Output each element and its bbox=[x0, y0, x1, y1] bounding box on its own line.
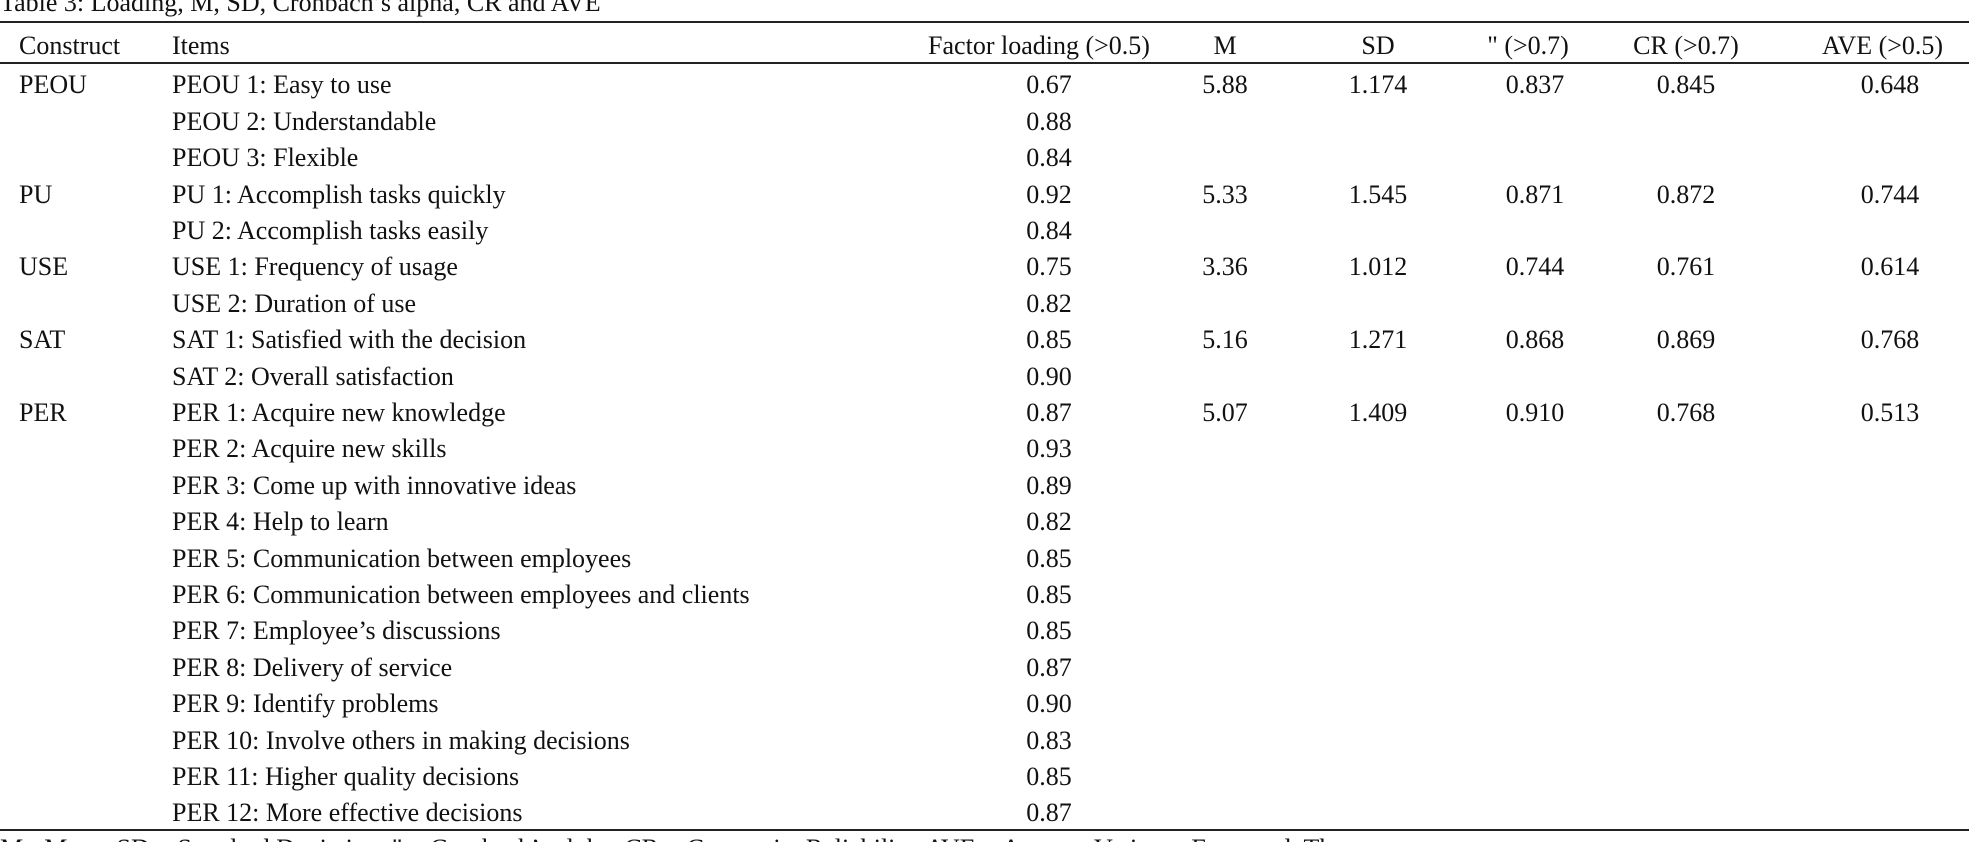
cell-item: PER 5: Communication between employees bbox=[172, 543, 632, 573]
cell-factor-loading: 0.84 bbox=[1026, 216, 1072, 245]
cell-mean: 5.33 bbox=[1202, 179, 1248, 209]
cell-item: PER 12: More effective decisions bbox=[172, 798, 523, 828]
cell-sd: 1.271 bbox=[1348, 325, 1408, 355]
cell-sd: 1.409 bbox=[1348, 398, 1408, 427]
cell-construct: PER bbox=[19, 398, 67, 427]
cell-ave: 0.614 bbox=[1860, 252, 1920, 282]
cell-alpha: 0.871 bbox=[1505, 179, 1565, 209]
header-mean: M bbox=[1213, 31, 1237, 60]
cell-item: USE 1: Frequency of usage bbox=[172, 252, 458, 282]
cell-factor-loading: 0.85 bbox=[1026, 762, 1072, 791]
cell-factor-loading: 0.90 bbox=[1026, 361, 1072, 391]
cell-item: PER 9: Identify problems bbox=[172, 689, 439, 719]
header-rule bbox=[0, 62, 1969, 64]
cell-factor-loading: 0.90 bbox=[1026, 689, 1072, 719]
cell-item: USE 2: Duration of use bbox=[172, 288, 417, 318]
cell-factor-loading: 0.85 bbox=[1026, 325, 1072, 355]
cell-cr: 0.768 bbox=[1656, 398, 1716, 427]
table-title: Table 3: Loading, M, SD, Cronbach’s alph… bbox=[0, 0, 601, 17]
cell-factor-loading: 0.85 bbox=[1026, 580, 1072, 609]
cell-sd: 1.174 bbox=[1348, 70, 1408, 100]
cell-mean: 5.07 bbox=[1202, 398, 1248, 427]
cell-factor-loading: 0.67 bbox=[1026, 70, 1072, 100]
cell-item: PER 6: Communication between employees a… bbox=[172, 580, 750, 609]
cell-mean: 5.88 bbox=[1202, 70, 1248, 100]
cell-construct: USE bbox=[19, 252, 69, 282]
cell-item: SAT 2: Overall satisfaction bbox=[172, 361, 454, 391]
cell-factor-loading: 0.75 bbox=[1026, 252, 1072, 282]
cell-alpha: 0.744 bbox=[1505, 252, 1565, 282]
cell-cr: 0.761 bbox=[1656, 252, 1716, 282]
header-ave: AVE (>0.5) bbox=[1822, 31, 1944, 60]
cell-cr: 0.872 bbox=[1656, 179, 1716, 209]
cell-factor-loading: 0.82 bbox=[1026, 507, 1072, 537]
cell-alpha: 0.837 bbox=[1505, 70, 1565, 100]
cell-item: PEOU 1: Easy to use bbox=[172, 70, 392, 100]
cell-alpha: 0.868 bbox=[1505, 325, 1565, 355]
cell-item: PER 8: Delivery of service bbox=[172, 652, 453, 682]
cell-factor-loading: 0.89 bbox=[1026, 470, 1072, 500]
cell-factor-loading: 0.85 bbox=[1026, 543, 1072, 573]
header-cr: CR (>0.7) bbox=[1633, 31, 1739, 60]
cell-factor-loading: 0.93 bbox=[1026, 434, 1072, 464]
cell-alpha: 0.910 bbox=[1505, 398, 1565, 427]
cell-item: PER 7: Employee’s discussions bbox=[172, 616, 501, 646]
cell-item: PER 11: Higher quality decisions bbox=[172, 762, 520, 791]
cell-item: PEOU 3: Flexible bbox=[172, 143, 359, 173]
header-sd: SD bbox=[1361, 31, 1395, 60]
cell-factor-loading: 0.84 bbox=[1026, 143, 1072, 173]
cell-cr: 0.869 bbox=[1656, 325, 1716, 355]
cell-ave: 0.513 bbox=[1860, 398, 1920, 427]
cell-item: PER 4: Help to learn bbox=[172, 507, 389, 537]
cell-factor-loading: 0.87 bbox=[1026, 652, 1072, 682]
header-construct: Construct bbox=[19, 31, 121, 60]
cell-item: SAT 1: Satisfied with the decision bbox=[172, 325, 527, 355]
cell-factor-loading: 0.83 bbox=[1026, 725, 1072, 755]
cell-sd: 1.545 bbox=[1348, 179, 1408, 209]
cell-factor-loading: 0.85 bbox=[1026, 616, 1072, 646]
cell-item: PU 1: Accomplish tasks quickly bbox=[172, 179, 506, 209]
cell-mean: 5.16 bbox=[1202, 325, 1248, 355]
cell-sd: 1.012 bbox=[1348, 252, 1408, 282]
cell-factor-loading: 0.88 bbox=[1026, 106, 1072, 136]
cell-construct: PEOU bbox=[19, 70, 87, 100]
header-factor-loading: Factor loading (>0.5) bbox=[928, 31, 1150, 60]
cell-mean: 3.36 bbox=[1202, 252, 1248, 282]
cell-item: PER 10: Involve others in making decisio… bbox=[172, 725, 630, 755]
cell-cr: 0.845 bbox=[1656, 70, 1716, 100]
cell-factor-loading: 0.82 bbox=[1026, 288, 1072, 318]
bottom-rule bbox=[0, 829, 1969, 831]
cell-item: PER 3: Come up with innovative ideas bbox=[172, 470, 577, 500]
cell-item: PER 1: Acquire new knowledge bbox=[172, 398, 506, 427]
cell-factor-loading: 0.87 bbox=[1026, 798, 1072, 828]
cell-ave: 0.744 bbox=[1860, 179, 1920, 209]
cell-ave: 0.768 bbox=[1860, 325, 1920, 355]
footnote: M= Mean, SD = Standard Deviation, " = Cr… bbox=[0, 834, 1344, 842]
cell-item: PU 2: Accomplish tasks easily bbox=[172, 216, 489, 245]
cell-factor-loading: 0.92 bbox=[1026, 179, 1072, 209]
cell-factor-loading: 0.87 bbox=[1026, 398, 1072, 427]
cell-construct: SAT bbox=[19, 325, 66, 355]
cell-construct: PU bbox=[19, 179, 53, 209]
title-rule bbox=[0, 21, 1969, 23]
header-alpha: " (>0.7) bbox=[1487, 31, 1569, 60]
cell-item: PEOU 2: Understandable bbox=[172, 106, 437, 136]
header-item: Items bbox=[172, 31, 230, 60]
cell-ave: 0.648 bbox=[1860, 70, 1920, 100]
cell-item: PER 2: Acquire new skills bbox=[172, 434, 447, 464]
